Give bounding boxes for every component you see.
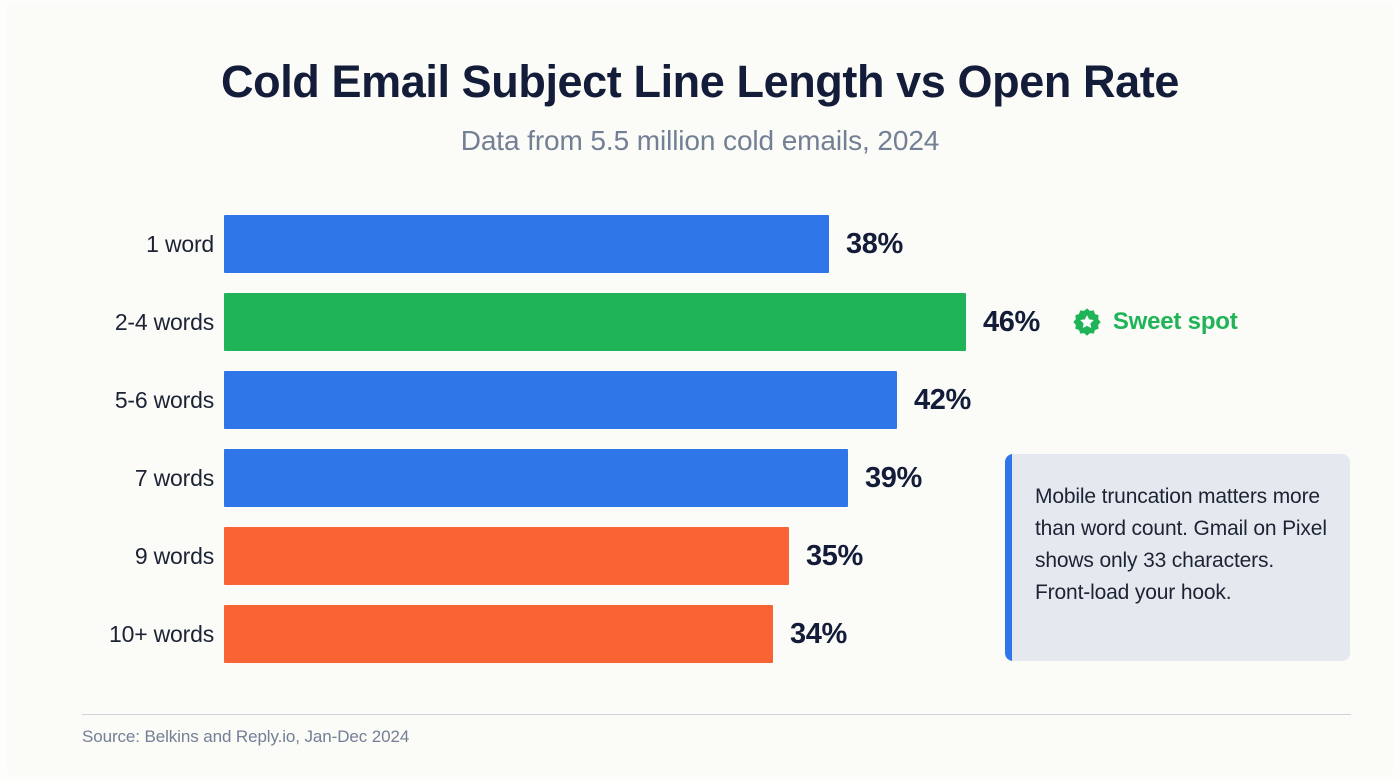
bar-fill [224,215,829,273]
bar-value-label: 35% [806,539,863,572]
bar-track: 46% Sweet spot [224,293,1238,351]
bar-chart-plot: 1 word 38% 2-4 words 46% [6,207,1394,677]
bar-fill [224,527,789,585]
bar-row-9-words: 9 words 35% [6,527,1394,585]
bar-value-label: 42% [914,383,971,416]
bar-value-label: 46% [983,305,1040,338]
bar-row-1-word: 1 word 38% [6,215,1394,273]
chart-subtitle: Data from 5.5 million cold emails, 2024 [460,124,940,156]
sweet-spot-annotation: Sweet spot [1072,307,1238,337]
bar-track: 35% [224,527,863,585]
bar-track: 42% [224,371,971,429]
bar-category-label: 9 words [134,542,214,569]
callout-accent-bar [1005,454,1012,661]
bar-category-label: 10+ words [109,620,214,647]
chart-card: Cold Email Subject Line Length vs Open R… [6,4,1394,777]
bar-track: 34% [224,605,847,663]
bar-fill [224,605,773,663]
bar-row-7-words: 7 words 39% [6,449,1394,507]
badge-star-icon [1072,307,1102,337]
bar-track: 38% [224,215,903,273]
bar-category-label: 7 words [134,464,214,491]
callout-box: Mobile truncation matters more than word… [1005,454,1350,661]
footer-divider [82,714,1351,715]
bar-value-label: 39% [865,461,922,494]
bar-fill [224,449,848,507]
bar-category-label: 1 word [146,230,214,257]
bar-fill [224,293,966,351]
bar-row-5-6-words: 5-6 words 42% [6,371,1394,429]
bar-value-label: 38% [846,227,903,260]
bar-category-label: 2-4 words [114,308,214,335]
page-title: Cold Email Subject Line Length vs Open R… [221,56,1179,107]
source-note: Source: Belkins and Reply.io, Jan-Dec 20… [82,727,410,746]
sweet-spot-label: Sweet spot [1112,308,1238,335]
bar-track: 39% [224,449,922,507]
chart-header: Cold Email Subject Line Length vs Open R… [6,56,1394,157]
callout-text: Mobile truncation matters more than word… [1035,485,1327,604]
bar-fill [224,371,897,429]
bar-row-10-plus-words: 10+ words 34% [6,605,1394,663]
bar-value-label: 34% [790,617,847,650]
bar-row-2-4-words: 2-4 words 46% Sweet spot [6,293,1394,351]
bar-category-label: 5-6 words [114,386,214,413]
